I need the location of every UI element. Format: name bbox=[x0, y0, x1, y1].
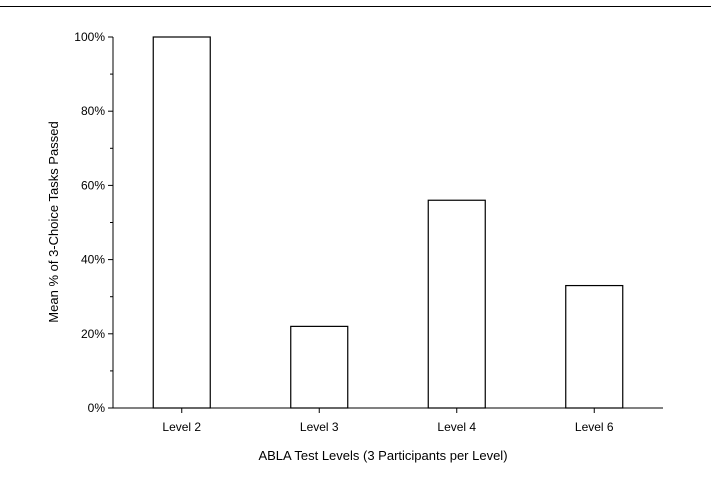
x-axis: Level 2 Level 3 Level 4 Level 6 bbox=[113, 407, 663, 434]
y-tick-label: 40% bbox=[81, 253, 105, 267]
y-tick-label: 0% bbox=[88, 401, 106, 415]
y-tick-label: 100% bbox=[74, 30, 105, 44]
x-tick-label: Level 3 bbox=[300, 420, 339, 434]
bar-level-2 bbox=[152, 36, 211, 409]
bar-level-3 bbox=[290, 325, 349, 409]
x-axis-title: ABLA Test Levels (3 Participants per Lev… bbox=[258, 448, 507, 463]
bar-level-4 bbox=[427, 199, 486, 409]
bars-group bbox=[152, 36, 624, 409]
y-tick-label: 20% bbox=[81, 327, 105, 341]
x-tick-label: Level 4 bbox=[437, 420, 476, 434]
bar-level-6 bbox=[565, 284, 624, 409]
y-tick-label: 80% bbox=[81, 104, 105, 118]
x-tick-label: Level 2 bbox=[162, 420, 201, 434]
y-axis: 0% 20% 40% 60% 80% 100% bbox=[74, 30, 114, 415]
top-divider bbox=[0, 6, 711, 7]
y-tick-label: 60% bbox=[81, 178, 105, 192]
x-tick-label: Level 6 bbox=[575, 420, 614, 434]
y-axis-title: Mean % of 3-Choice Tasks Passed bbox=[46, 121, 61, 322]
